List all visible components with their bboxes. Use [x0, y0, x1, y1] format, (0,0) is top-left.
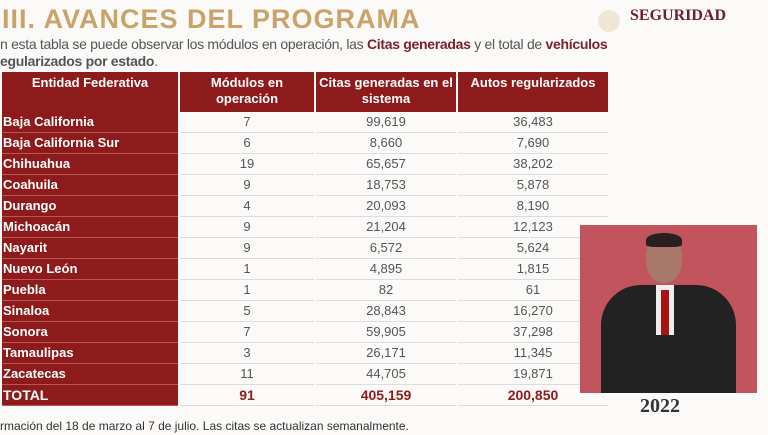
- state-cell: Coahuila: [2, 175, 178, 196]
- state-cell: Zacatecas: [2, 364, 178, 385]
- state-cell: Sinaloa: [2, 301, 178, 322]
- col-header: Citas generadas en el sistema: [316, 72, 456, 112]
- value-cell: 82: [316, 280, 456, 301]
- value-cell: 4: [180, 196, 314, 217]
- table-row: Nuevo León 1 4,895 1,815: [2, 259, 608, 280]
- table-row: Sinaloa 5 28,843 16,270: [2, 301, 608, 322]
- state-cell: Michoacán: [2, 217, 178, 238]
- footnote: rmación del 18 de marzo al 7 de julio. L…: [0, 419, 409, 433]
- value-cell: 405,159: [316, 385, 456, 406]
- table-row: Nayarit 9 6,572 5,624: [2, 238, 608, 259]
- value-cell: 8,190: [458, 196, 608, 217]
- value-cell: 200,850: [458, 385, 608, 406]
- brand-logo: SEGURIDAD: [630, 7, 727, 24]
- state-cell: Durango: [2, 196, 178, 217]
- value-cell: 11: [180, 364, 314, 385]
- desc-bold: Citas generadas: [366, 36, 471, 52]
- value-cell: 7: [180, 322, 314, 343]
- desc-text: egularizados por estado: [0, 53, 155, 69]
- value-cell: 26,171: [316, 343, 456, 364]
- value-cell: 44,705: [316, 364, 456, 385]
- value-cell: 9: [180, 238, 314, 259]
- value-cell: 20,093: [316, 196, 456, 217]
- value-cell: 7: [180, 112, 314, 133]
- value-cell: 4,895: [316, 259, 456, 280]
- state-cell: Tamaulipas: [2, 343, 178, 364]
- value-cell: 21,204: [316, 217, 456, 238]
- value-cell: 38,202: [458, 154, 608, 175]
- col-header: Módulos en operación: [180, 72, 314, 112]
- year-logo: 2022: [640, 395, 680, 417]
- table-row: Durango 4 20,093 8,190: [2, 196, 608, 217]
- value-cell: 1: [180, 259, 314, 280]
- value-cell: 8,660: [316, 133, 456, 154]
- desc-text: y el total de: [470, 36, 546, 52]
- table-row: Coahuila 9 18,753 5,878: [2, 175, 608, 196]
- state-cell: TOTAL: [2, 385, 178, 406]
- page-title: III. AVANCES DEL PROGRAMA: [2, 4, 421, 34]
- value-cell: 11,345: [458, 343, 608, 364]
- tie: [661, 290, 669, 335]
- value-cell: 9: [180, 175, 314, 196]
- table-row: Chihuahua 19 65,657 38,202: [2, 154, 608, 175]
- value-cell: 65,657: [316, 154, 456, 175]
- value-cell: 37,298: [458, 322, 608, 343]
- value-cell: 6,572: [316, 238, 456, 259]
- table-row: Baja California Sur 6 8,660 7,690: [2, 133, 608, 154]
- state-cell: Puebla: [2, 280, 178, 301]
- value-cell: 18,753: [316, 175, 456, 196]
- col-header: Autos regularizados: [458, 72, 608, 112]
- description-line-2: egularizados por estado.: [0, 53, 768, 70]
- table-row: Zacatecas 11 44,705 19,871: [2, 364, 608, 385]
- state-cell: Baja California Sur: [2, 133, 178, 154]
- progress-table: Entidad Federativa Módulos en operación …: [0, 72, 610, 406]
- value-cell: 36,483: [458, 112, 608, 133]
- state-cell: Sonora: [2, 322, 178, 343]
- value-cell: 12,123: [458, 217, 608, 238]
- table-row: Puebla 1 82 61: [2, 280, 608, 301]
- value-cell: 1: [180, 280, 314, 301]
- value-cell: 9: [180, 217, 314, 238]
- value-cell: 19,871: [458, 364, 608, 385]
- value-cell: 16,270: [458, 301, 608, 322]
- table-row: Sonora 7 59,905 37,298: [2, 322, 608, 343]
- sign-language-interpreter-video: [580, 225, 757, 393]
- desc-bold: vehículos: [545, 36, 608, 52]
- value-cell: 6: [180, 133, 314, 154]
- interpreter-hair: [646, 233, 682, 247]
- table-row: TOTAL 91 405,159 200,850: [2, 385, 608, 406]
- state-cell: Nayarit: [2, 238, 178, 259]
- table-row: Baja California 7 99,619 36,483: [2, 112, 608, 133]
- value-cell: 5,878: [458, 175, 608, 196]
- table-row: Michoacán 9 21,204 12,123: [2, 217, 608, 238]
- value-cell: 5,624: [458, 238, 608, 259]
- table-row: Tamaulipas 3 26,171 11,345: [2, 343, 608, 364]
- state-cell: Chihuahua: [2, 154, 178, 175]
- value-cell: 91: [180, 385, 314, 406]
- value-cell: 99,619: [316, 112, 456, 133]
- government-emblem-icon: [598, 10, 620, 32]
- state-cell: Nuevo León: [2, 259, 178, 280]
- value-cell: 1,815: [458, 259, 608, 280]
- desc-text: n esta tabla se puede observar los módul…: [0, 36, 367, 52]
- state-cell: Baja California: [2, 112, 178, 133]
- description: n esta tabla se puede observar los módul…: [0, 36, 768, 70]
- value-cell: 19: [180, 154, 314, 175]
- value-cell: 59,905: [316, 322, 456, 343]
- value-cell: 3: [180, 343, 314, 364]
- description-line-1: n esta tabla se puede observar los módul…: [0, 36, 768, 53]
- value-cell: 61: [458, 280, 608, 301]
- value-cell: 7,690: [458, 133, 608, 154]
- value-cell: 28,843: [316, 301, 456, 322]
- desc-text: .: [154, 53, 158, 69]
- value-cell: 5: [180, 301, 314, 322]
- col-header: Entidad Federativa: [2, 72, 178, 112]
